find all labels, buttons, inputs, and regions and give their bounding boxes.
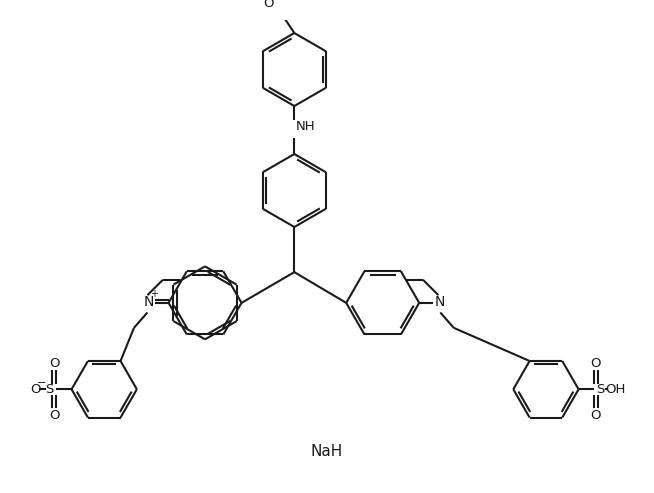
Text: O: O (263, 0, 273, 10)
Text: N: N (143, 295, 154, 309)
Text: +: + (150, 289, 158, 299)
Text: O: O (49, 409, 60, 422)
Text: O: O (591, 409, 601, 422)
Text: O: O (49, 357, 60, 370)
Text: O: O (591, 357, 601, 370)
Text: S: S (596, 383, 605, 396)
Text: −: − (37, 378, 46, 387)
Text: O: O (30, 383, 41, 396)
Text: N: N (434, 295, 445, 309)
Text: NaH: NaH (311, 444, 343, 459)
Text: NH: NH (296, 120, 316, 133)
Text: OH: OH (605, 383, 625, 396)
Text: S: S (45, 383, 54, 396)
